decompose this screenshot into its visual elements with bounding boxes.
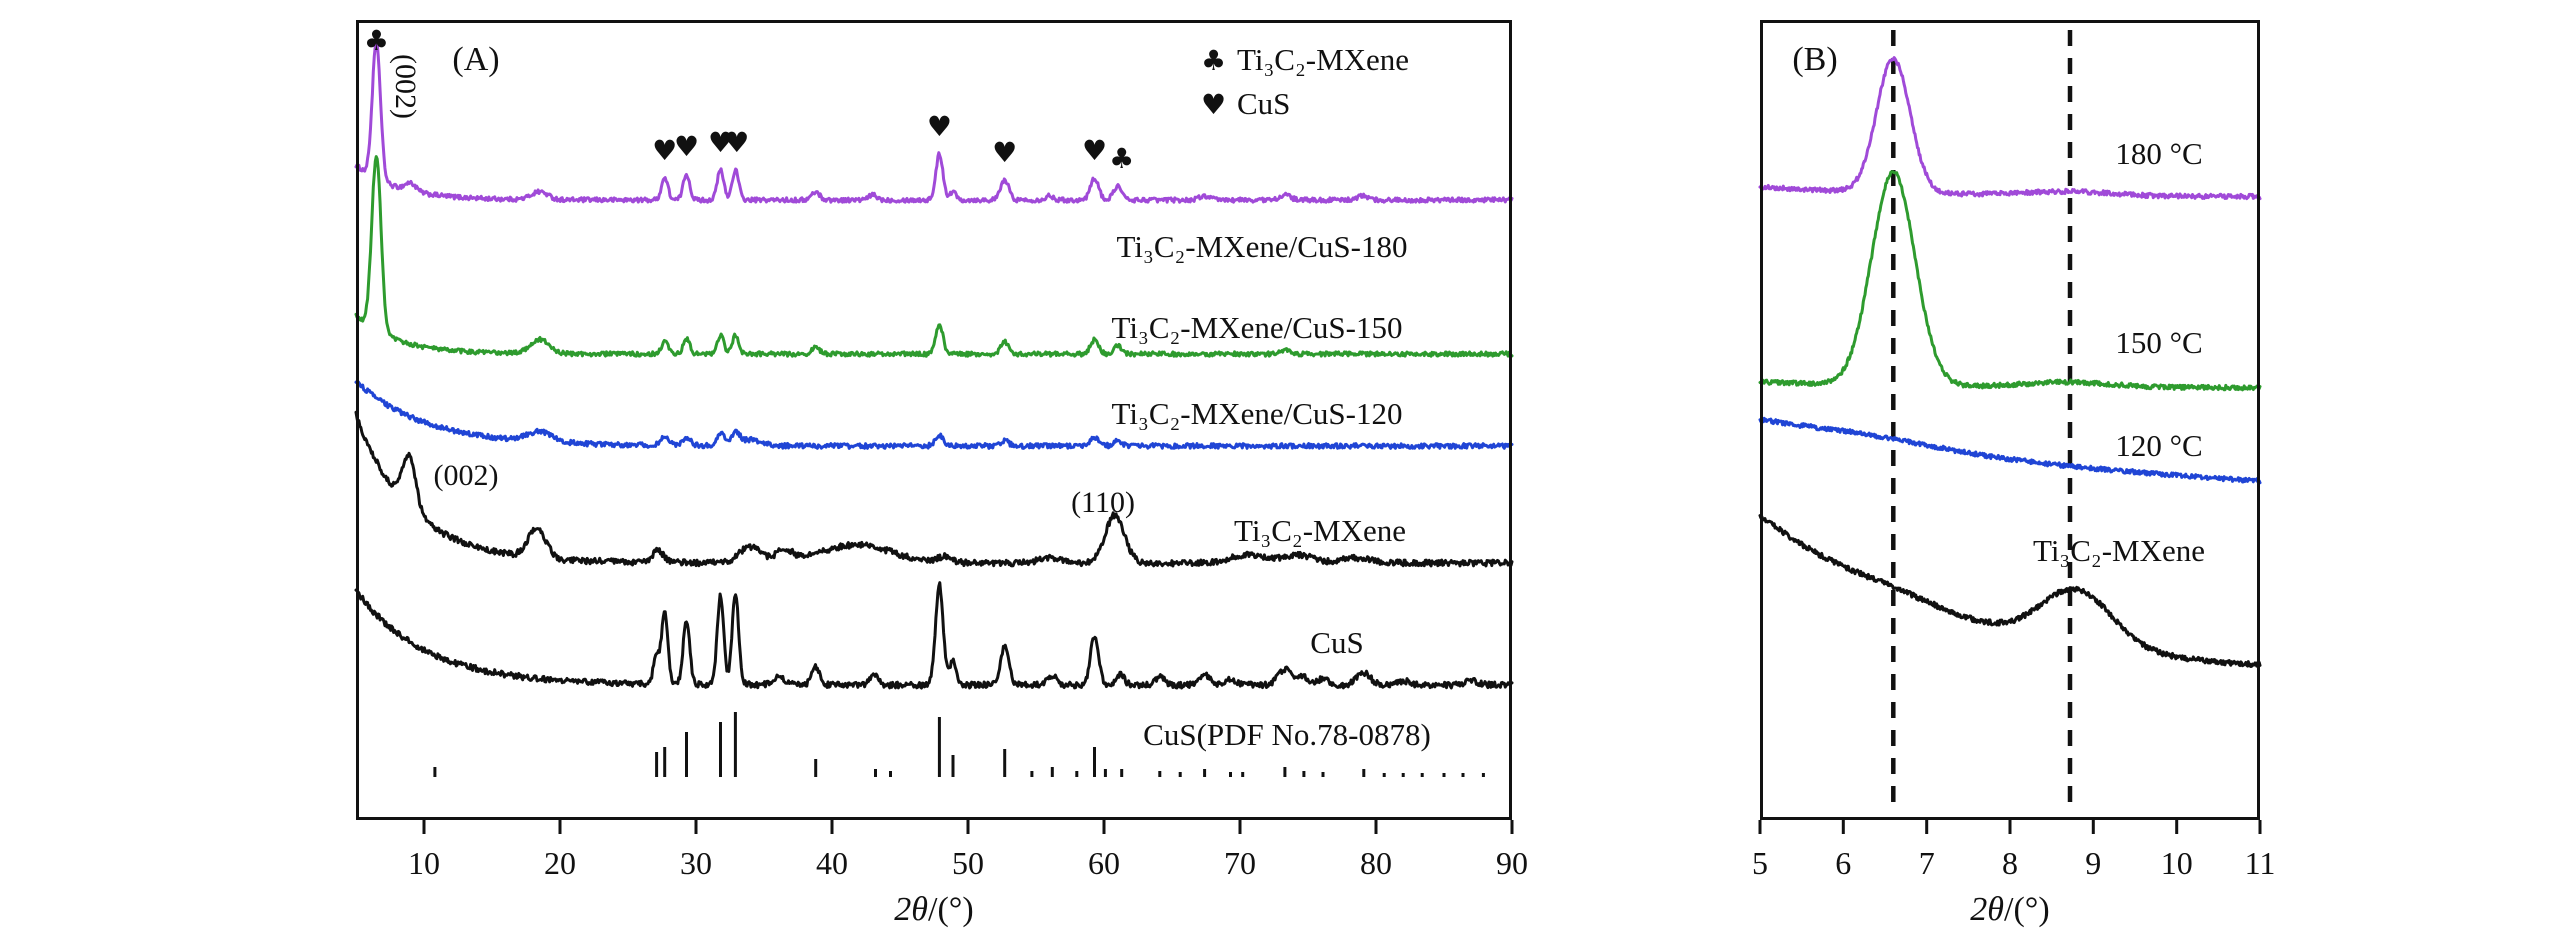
- peak-marker-symbol: ♥: [674, 130, 699, 163]
- peak-marker-symbol: ♥: [724, 126, 749, 159]
- panel-b-chart: (B) 180 °C 150 °C 120 °C Ti₃C₂-MXene 5 6 7 8 9 10 1…: [1752, 20, 2276, 881]
- annotation-label: CuS: [1310, 625, 1363, 660]
- annotation-label: (110): [1071, 486, 1135, 519]
- x-axis-tick-label: 60: [1088, 845, 1120, 881]
- xrd-trace-1: [354, 155, 1514, 358]
- legend-label: Ti₃C₂-MXene: [1237, 42, 1409, 77]
- annotation-label: (B): [1792, 41, 1837, 78]
- x-axis-tick-label: 20: [544, 845, 576, 881]
- panel-b-x-axis-label: 2θ/(°): [1760, 891, 2260, 929]
- annotation-label: Ti₃C₂-MXene: [1234, 513, 1406, 548]
- peak-marker-symbol: ♥: [927, 110, 952, 143]
- annotation-label: Ti₃C₂-MXene/CuS-120: [1112, 396, 1403, 431]
- panel-a-chart: ♣♥♥ ♥♥ ♥♥ ♥ ♣(A)(002)Ti₃C₂-MXene/CuS-180Ti₃C…: [354, 20, 1528, 881]
- peak-marker-symbol: ♥: [1082, 134, 1107, 167]
- x-axis-label-theta: 2θ: [894, 891, 928, 928]
- x-axis-tick-label: 10: [408, 845, 440, 881]
- legend-label: CuS: [1237, 86, 1290, 121]
- annotation-label: (A): [452, 41, 499, 78]
- annotation-label: (002): [434, 459, 499, 492]
- x-axis-label-theta: 2θ: [1970, 891, 2004, 928]
- xrd-trace-1: [1758, 170, 2262, 392]
- x-axis-tick-label: 8: [2002, 845, 2018, 881]
- plot-border: [356, 20, 1512, 820]
- x-axis-tick-label: 9: [2085, 845, 2101, 881]
- x-axis-tick-label: 50: [952, 845, 984, 881]
- x-axis-tick-label: 80: [1360, 845, 1392, 881]
- x-axis-tick-label: 5: [1752, 845, 1768, 881]
- x-axis-tick-label: 70: [1224, 845, 1256, 881]
- peak-marker-symbol: ♥: [992, 136, 1017, 169]
- x-axis-label-units: /(°): [928, 891, 974, 928]
- annotation-label: 150 °C: [2115, 325, 2202, 360]
- x-axis-tick-label: 90: [1496, 845, 1528, 881]
- peak-marker-symbol: ♣: [1109, 142, 1134, 175]
- xrd-trace-4: [354, 581, 1514, 690]
- annotation-label: Ti₃C₂-MXene: [2033, 533, 2205, 568]
- x-axis-label-units: /(°): [2004, 891, 2050, 928]
- legend-symbol: ♥: [1201, 88, 1226, 121]
- plot-border: [1760, 20, 2260, 820]
- x-axis-tick-label: 6: [1835, 845, 1851, 881]
- annotation-label: Ti₃C₂-MXene/CuS-150: [1112, 310, 1403, 345]
- peak-marker-symbol: ♣: [364, 24, 389, 57]
- x-axis-tick-label: 7: [1919, 845, 1935, 881]
- x-axis-tick-label: 11: [2245, 845, 2276, 881]
- x-axis-tick-label: 30: [680, 845, 712, 881]
- peak-marker-symbol: ♥: [708, 126, 733, 159]
- annotation-label: 120 °C: [2115, 428, 2202, 463]
- xrd-trace-0: [1758, 56, 2262, 201]
- panel-a-x-axis-label: 2θ/(°): [356, 891, 1512, 929]
- xrd-trace-2: [1758, 416, 2262, 485]
- x-axis-tick-label: 40: [816, 845, 848, 881]
- xrd-trace-0: [354, 38, 1514, 204]
- x-axis-tick-label: 10: [2161, 845, 2193, 881]
- peak-marker-symbol: ♥: [652, 134, 677, 167]
- xrd-trace-2: [354, 379, 1514, 450]
- xrd-trace-3: [1758, 514, 2262, 669]
- annotation-label: CuS(PDF No.78-0878): [1143, 717, 1431, 752]
- legend-symbol: ♣: [1201, 44, 1226, 77]
- xrd-trace-3: [354, 410, 1514, 568]
- annotation-label: 180 °C: [2115, 136, 2202, 171]
- annotation-label: (002): [389, 54, 422, 119]
- annotation-label: Ti₃C₂-MXene/CuS-180: [1117, 229, 1408, 264]
